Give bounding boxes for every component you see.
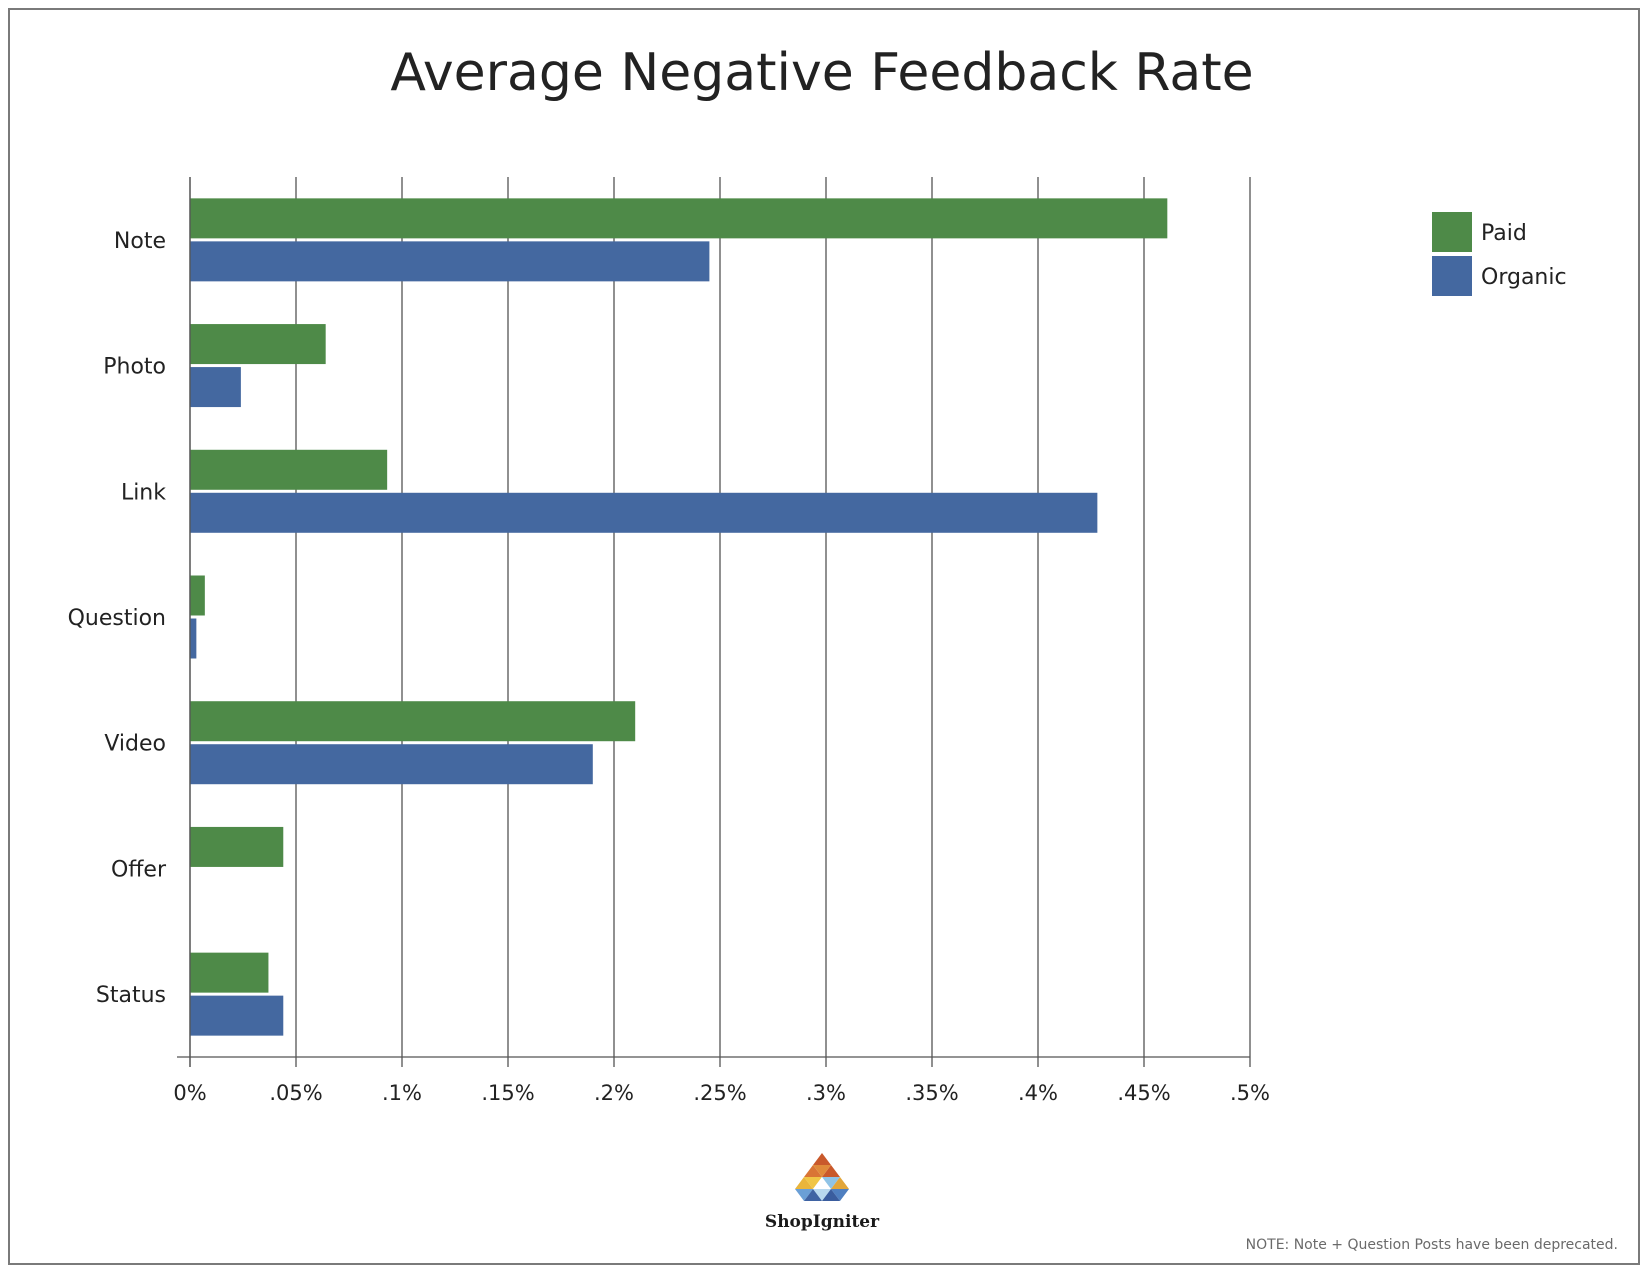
x-tick-label: .05% [269,1081,322,1105]
legend-label-organic: Organic [1481,265,1567,290]
category-label: Offer [111,857,167,882]
bar-paid-photo [190,324,326,365]
x-tick-label: .2% [594,1081,634,1105]
category-label: Link [121,480,166,505]
x-tick-label: 0% [173,1081,206,1105]
axes [177,177,1251,1067]
legend-swatch-paid [1432,212,1472,252]
shopigniter-logo: ShopIgniter [765,1153,880,1232]
logo-text: ShopIgniter [765,1212,880,1232]
chart-title: Average Negative Feedback Rate [390,43,1253,103]
bar-organic-status [190,995,284,1036]
x-tick-label: .15% [481,1081,534,1105]
legend-label-paid: Paid [1481,221,1527,246]
bar-organic-video [190,744,593,785]
grid-lines [189,177,1251,1057]
x-tick-label: .4% [1018,1081,1058,1105]
category-label: Question [68,606,166,631]
x-tick-label: .1% [382,1081,422,1105]
footnote: NOTE: Note + Question Posts have been de… [1246,1237,1618,1253]
x-tick-label: .35% [905,1081,958,1105]
bar-paid-link [190,449,388,490]
logo-mark-icon [795,1153,849,1201]
legend: Paid Organic [1432,212,1567,296]
category-label: Video [104,732,166,757]
bar-organic-note [190,241,710,282]
x-tick-labels: 0% .05% .1% .15% .2% .25% .3% .35% .4% .45% .5% [173,1081,1270,1105]
bar-paid-note [190,198,1168,239]
category-labels: Note Photo Link Question Video Offer Status [68,229,167,1008]
bar-organic-photo [190,367,241,408]
x-tick-label: .25% [693,1081,746,1105]
category-label: Status [96,983,166,1008]
bar-paid-status [190,952,269,993]
x-tick-label: .5% [1230,1081,1270,1105]
bar-paid-offer [190,826,284,867]
category-label: Note [114,229,166,254]
bar-paid-question [190,575,205,616]
bars [190,198,1168,1036]
x-tick-label: .3% [806,1081,846,1105]
x-tick-label: .45% [1117,1081,1170,1105]
bar-paid-video [190,701,636,742]
legend-swatch-organic [1432,256,1472,296]
category-label: Photo [103,355,166,380]
bar-organic-link [190,492,1098,533]
bar-organic-question [190,618,197,659]
